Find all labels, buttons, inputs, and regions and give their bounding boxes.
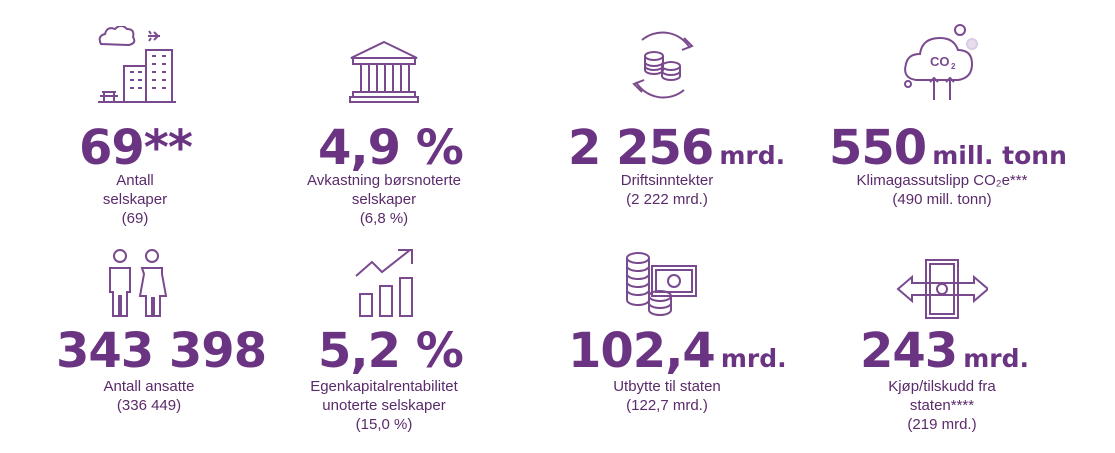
label-line: (2 222 mrd.) bbox=[626, 191, 708, 208]
label-line: unoterte selskaper bbox=[322, 397, 446, 414]
growth-chart-icon bbox=[352, 248, 418, 318]
stat-number: 69** bbox=[79, 120, 193, 176]
stat-number: 550 bbox=[829, 120, 927, 176]
label-line: selskaper bbox=[102, 191, 168, 208]
label-line: Antall bbox=[116, 172, 154, 189]
stat-value: 2 256 mrd. bbox=[568, 124, 785, 172]
stat-number: 243 bbox=[860, 323, 958, 379]
label-line: Driftsinntekter bbox=[620, 172, 714, 189]
label-line: staten**** bbox=[909, 397, 975, 414]
label-line: (219 mrd.) bbox=[907, 416, 977, 433]
city-buildings-icon bbox=[96, 26, 178, 104]
stat-label: Driftsinntekter (2 222 mrd.) bbox=[567, 171, 767, 209]
stat-value: 5,2 % bbox=[318, 327, 464, 375]
svg-text:CO: CO bbox=[930, 54, 950, 69]
stat-value: 69** bbox=[79, 124, 193, 172]
svg-text:2: 2 bbox=[951, 62, 956, 71]
stat-label: Egenkapitalrentabilitet unoterte selskap… bbox=[284, 377, 484, 434]
stat-unit: mrd. bbox=[719, 141, 786, 170]
stat-unit: mrd. bbox=[963, 344, 1029, 373]
stat-value: 102,4 mrd. bbox=[568, 327, 787, 375]
co2-cloud-icon: CO 2 bbox=[900, 22, 984, 104]
stat-unit: mill. tonn bbox=[932, 141, 1067, 170]
stat-number: 4,9 % bbox=[318, 120, 464, 176]
label-line: selskaper bbox=[351, 191, 417, 208]
stat-value: 4,9 % bbox=[318, 124, 464, 172]
bank-building-icon bbox=[349, 40, 419, 104]
stat-label: Kjøp/tilskudd fra staten**** (219 mrd.) bbox=[842, 377, 1042, 434]
label-line: Klimagassutslipp CO₂e*** bbox=[856, 172, 1028, 189]
stat-label: Utbytte til staten (122,7 mrd.) bbox=[567, 377, 767, 415]
label-line: (69) bbox=[121, 210, 149, 227]
label-line: Avkastning børsnoterte bbox=[307, 172, 461, 189]
stat-value: 243 mrd. bbox=[860, 327, 1029, 375]
stat-label: Avkastning børsnoterte selskaper (6,8 %) bbox=[284, 171, 484, 228]
label-line: (490 mill. tonn) bbox=[892, 191, 992, 208]
money-exchange-icon bbox=[896, 258, 988, 320]
stat-number: 2 256 bbox=[568, 120, 714, 176]
label-line: Antall ansatte bbox=[103, 378, 195, 395]
stat-label: Klimagassutslipp CO₂e*** (490 mill. tonn… bbox=[830, 171, 1054, 209]
stat-value: 343 398 bbox=[56, 327, 267, 375]
coins-banknote-icon bbox=[624, 250, 700, 318]
stat-number: 343 398 bbox=[56, 323, 267, 379]
stat-value: 550 mill. tonn bbox=[829, 124, 1067, 172]
label-line: (122,7 mrd.) bbox=[626, 397, 708, 414]
label-line: Utbytte til staten bbox=[613, 378, 721, 395]
stat-number: 5,2 % bbox=[318, 323, 464, 379]
label-line: (15,0 %) bbox=[355, 416, 413, 433]
label-line: (6,8 %) bbox=[359, 210, 409, 227]
coins-cycle-icon bbox=[624, 26, 702, 104]
stat-unit: mrd. bbox=[720, 344, 787, 373]
stat-number: 102,4 bbox=[568, 323, 716, 379]
label-line: (336 449) bbox=[116, 397, 182, 414]
stat-label: Antall ansatte (336 449) bbox=[56, 377, 242, 415]
label-line: Egenkapitalrentabilitet bbox=[310, 378, 458, 395]
stat-label: Antall selskaper (69) bbox=[90, 171, 180, 228]
people-icon bbox=[104, 248, 170, 318]
label-line: Kjøp/tilskudd fra bbox=[888, 378, 996, 395]
